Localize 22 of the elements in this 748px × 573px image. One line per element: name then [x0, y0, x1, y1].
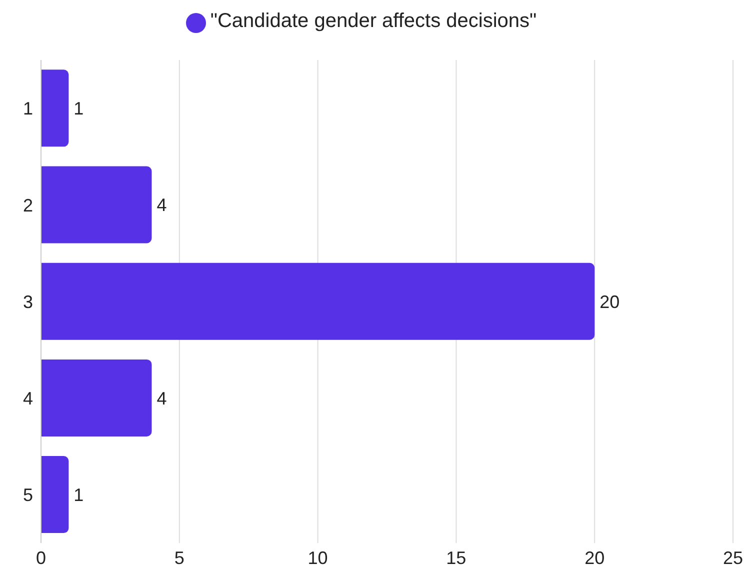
y-tick-label: 2	[22, 195, 33, 216]
y-tick-label: 5	[22, 485, 33, 506]
legend-label: "Candidate gender affects decisions"	[210, 10, 537, 32]
y-tick-label: 1	[22, 98, 33, 119]
x-tick-label: 25	[722, 548, 744, 568]
bar	[41, 166, 152, 244]
y-tick-label: 4	[22, 388, 33, 408]
x-tick-label: 5	[174, 548, 184, 568]
x-tick-label: 20	[584, 548, 605, 568]
y-tick-label: 3	[22, 292, 33, 312]
data-label: 1	[74, 98, 84, 119]
x-tick-label: 15	[446, 548, 466, 568]
data-label: 4	[156, 195, 167, 216]
bar	[41, 70, 69, 147]
bar	[41, 456, 69, 534]
data-label: 4	[156, 388, 167, 408]
data-label: 20	[600, 292, 620, 312]
data-label: 1	[74, 484, 84, 505]
x-tick-label: 0	[36, 548, 46, 568]
bar	[41, 359, 152, 436]
x-tick-label: 10	[308, 548, 328, 568]
bar	[41, 262, 595, 340]
